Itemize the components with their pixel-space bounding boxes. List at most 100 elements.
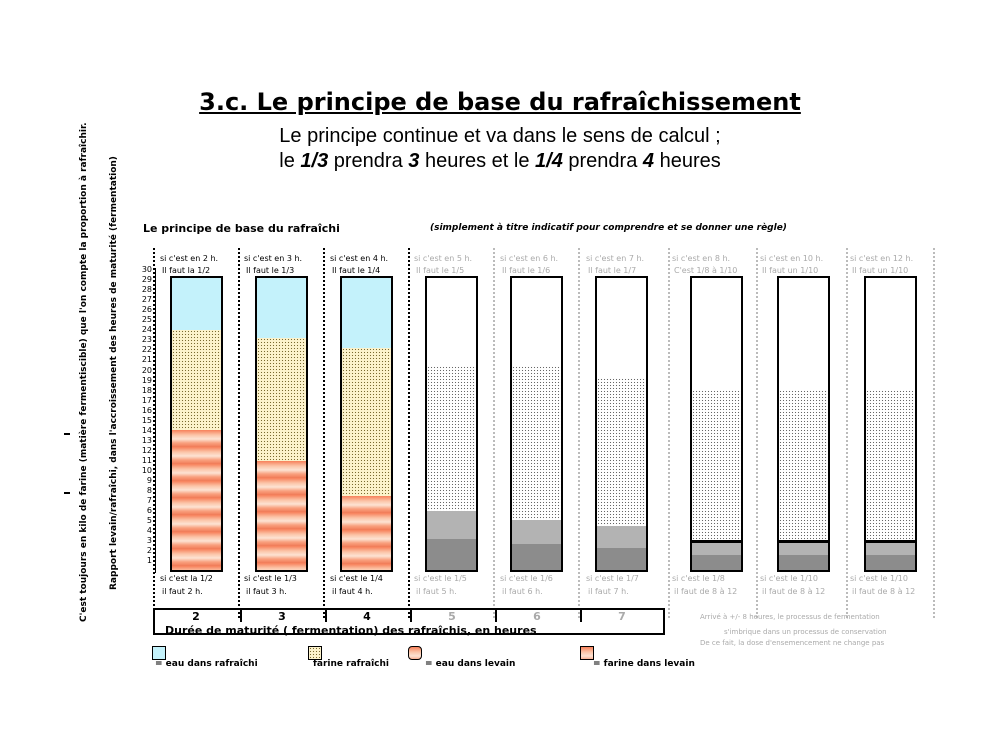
separator [779, 540, 828, 543]
column-bot2-label: il faut 6 h. [502, 587, 543, 596]
x-axis-cell: 4 [363, 610, 371, 623]
column-top2-label: Il faut la 1/2 [162, 266, 211, 275]
y-tick: 20 [141, 365, 152, 375]
y-tick: 2 [146, 546, 152, 556]
column-separator [578, 248, 580, 618]
tube-3h [255, 276, 308, 572]
separator [866, 540, 915, 543]
column-bot1-label: si c'est le 1/10 [850, 574, 908, 583]
column-bot1-label: si c'est le 1/4 [330, 574, 383, 583]
y-tick: 1 [146, 556, 152, 566]
y-tick: 9 [146, 476, 152, 486]
column-separator [493, 248, 495, 618]
column-bot2-label: il faut 7 h. [588, 587, 629, 596]
y-tick: 17 [141, 395, 152, 405]
column-separator [238, 248, 240, 618]
levain [172, 430, 221, 570]
y-tick: 12 [141, 445, 152, 455]
grey-dark [427, 539, 476, 570]
x-axis-cell: 3 [278, 610, 286, 623]
levain [257, 461, 306, 570]
y-tick: 22 [141, 345, 152, 355]
y-tick: 13 [141, 435, 152, 445]
column-bot1-label: si c'est le 1/7 [586, 574, 639, 583]
y-tick: 18 [141, 385, 152, 395]
column-bot1-label: si c'est la 1/2 [160, 574, 213, 583]
grey-dark [866, 555, 915, 570]
y-tick: 29 [141, 275, 152, 285]
flour-rafraichi [342, 348, 391, 496]
tube-2h [170, 276, 223, 572]
y-tick: 5 [146, 516, 152, 526]
grey-dots [597, 378, 646, 526]
x-axis-divider [580, 608, 582, 622]
legend-swatch-flour [308, 646, 322, 660]
y-tick: 8 [146, 486, 152, 496]
column-bot1-label: si c'est le 1/10 [760, 574, 818, 583]
y-tick: 19 [141, 375, 152, 385]
column-top2-label: Il faut le 1/3 [246, 266, 295, 275]
y-tick: 14 [141, 425, 152, 435]
grey-dark [597, 548, 646, 570]
x-axis-divider [325, 608, 327, 622]
column-bot1-label: si c'est le 1/3 [244, 574, 297, 583]
right-note-2: s'imbrique dans un processus de conserva… [724, 628, 887, 636]
grey-dots [692, 390, 741, 540]
column-bot1-label: si c'est le 1/6 [500, 574, 553, 583]
column-top1-label: si c'est en 6 h. [500, 254, 559, 263]
legend-swatch-water [152, 646, 166, 660]
y-tick: 4 [146, 526, 152, 536]
column-bot2-label: il faut de 8 à 12 [852, 587, 916, 596]
grey-light [597, 526, 646, 548]
column-top2-label: Il faut un 1/10 [852, 266, 909, 275]
x-axis-cell: 2 [192, 610, 200, 623]
y-tick: 25 [141, 315, 152, 325]
y-tick: 23 [141, 335, 152, 345]
y-tick: 28 [141, 285, 152, 295]
x-axis-cell: 7 [618, 610, 626, 623]
grey-dark [779, 555, 828, 570]
subtitle-line-2: le 1/3 prendra 3 heures et le 1/4 prendr… [279, 150, 721, 172]
chart-note: (simplement à titre indicatif pour compr… [430, 223, 787, 233]
tube-7h [595, 276, 648, 572]
tube-12h [864, 276, 917, 572]
column-bot2-label: il faut 2 h. [162, 587, 203, 596]
tube-5h [425, 276, 478, 572]
grey-light [779, 543, 828, 555]
y-tick: 6 [146, 506, 152, 516]
y-tick: 27 [141, 295, 152, 305]
y-tick: 11 [141, 455, 152, 465]
y-tick: 21 [141, 355, 152, 365]
y-tick: 15 [141, 415, 152, 425]
left-mark-1 [64, 433, 70, 435]
y-tick: 7 [146, 496, 152, 506]
column-bot1-label: si c'est le 1/8 [672, 574, 725, 583]
column-top2-label: Il faut le 1/7 [588, 266, 637, 275]
y-tick: 24 [141, 325, 152, 335]
water-rafraichi [172, 278, 221, 330]
grey-dark [692, 555, 741, 570]
y-axis-line [155, 268, 156, 573]
flour-rafraichi [257, 338, 306, 461]
column-separator [756, 248, 758, 618]
column-top2-label: Il faut le 1/5 [416, 266, 465, 275]
column-top1-label: si c'est en 8 h. [672, 254, 731, 263]
chart-title: Le principe de base du rafraîchi [143, 222, 340, 235]
x-axis-title: Durée de maturité ( fermentation) des ra… [165, 624, 537, 637]
column-separator [933, 248, 935, 618]
x-axis-cell: 6 [533, 610, 541, 623]
column-top1-label: si c'est en 3 h. [244, 254, 303, 263]
column-top1-label: si c'est en 5 h. [414, 254, 473, 263]
y-tick: 26 [141, 305, 152, 315]
grey-dots [779, 390, 828, 540]
x-axis-divider [495, 608, 497, 622]
grey-light [866, 543, 915, 555]
legend-water-rafraichi: = eau dans rafraîchi [155, 659, 258, 669]
tube-8h [690, 276, 743, 572]
column-bot2-label: il faut 5 h. [416, 587, 457, 596]
column-top2-label: Il faut un 1/10 [762, 266, 819, 275]
legend-water-levain: = eau dans levain [425, 659, 516, 669]
legend-swatch-levain-water [408, 646, 422, 660]
column-separator [846, 248, 848, 618]
left-mark-2 [64, 492, 70, 494]
